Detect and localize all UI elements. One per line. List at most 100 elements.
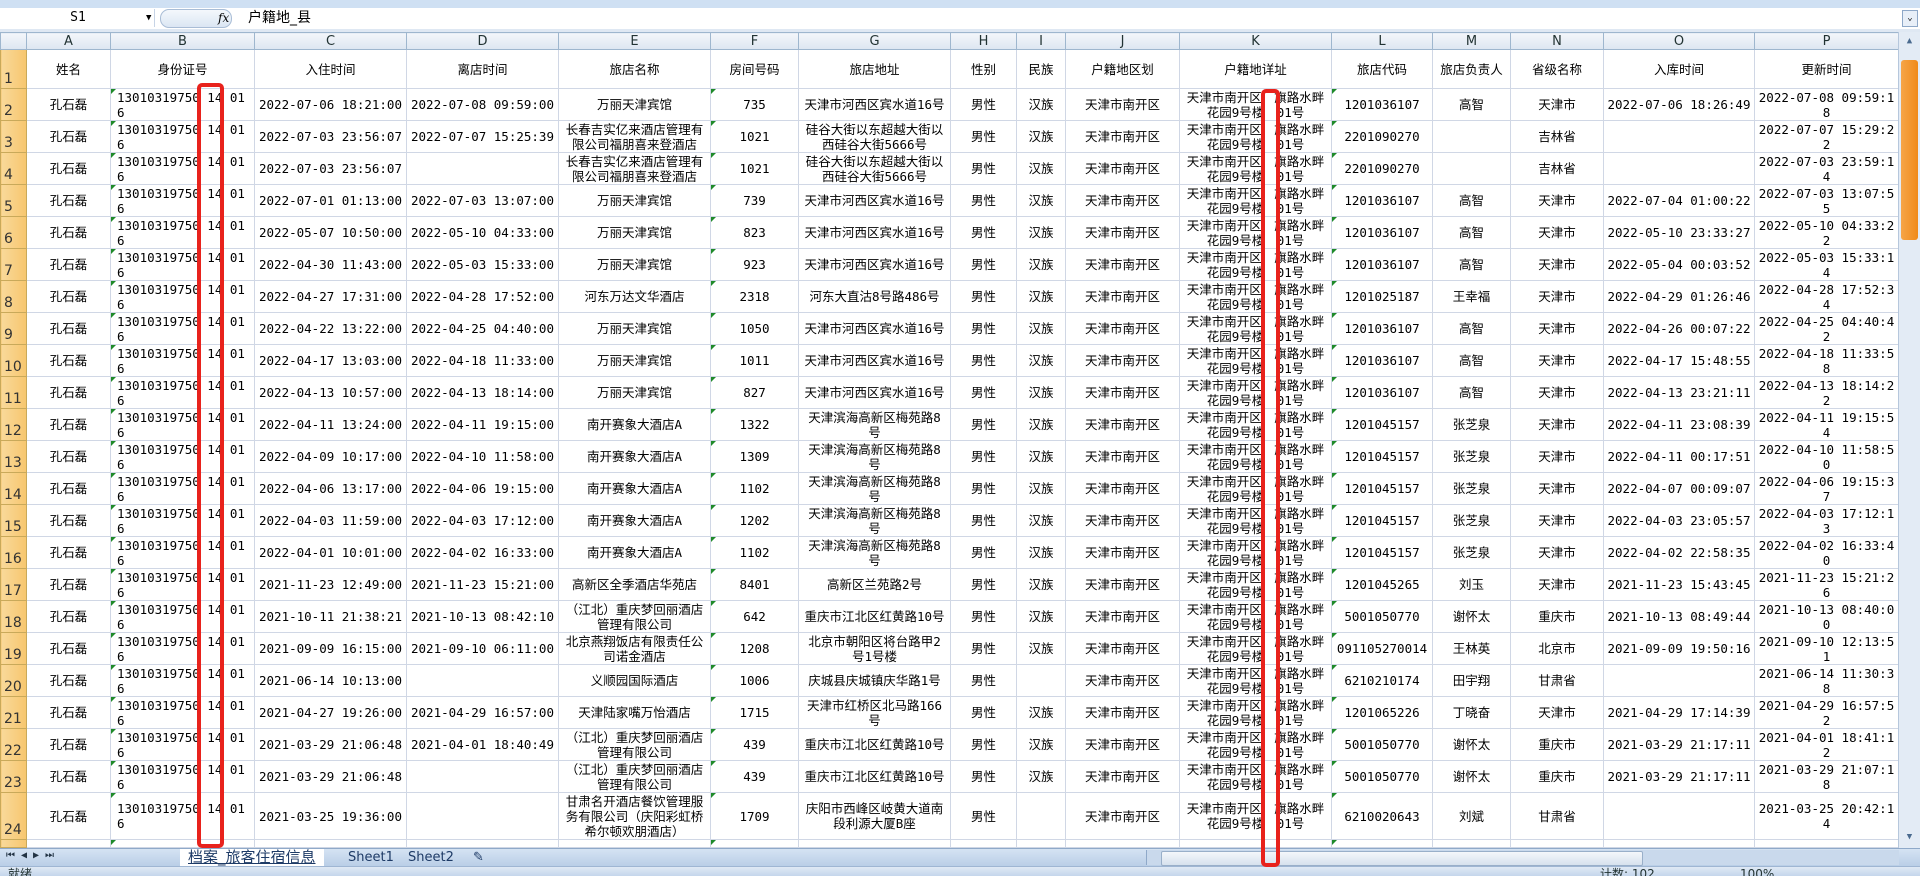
cell-旅店负责人[interactable]: 高智 [1432,216,1511,249]
cell-省级名称[interactable]: 天津市 [1510,536,1604,569]
cell-入住时间[interactable]: 2021-10-11 21:38:21 [254,600,407,633]
cell-入住时间[interactable]: 2022-04-06 13:17:00 [254,472,407,505]
cell-身份证号[interactable]: 13010319750 14 016 [110,472,255,505]
cell-更新时间[interactable]: 2021-04-29 16:57:52 [1754,696,1899,729]
cell-旅店负责人[interactable]: 田宇翔 [1432,664,1511,697]
cell-民族[interactable]: 汉族 [1016,568,1066,601]
cell-姓名[interactable]: 孔石磊 [26,184,111,217]
cell-姓名[interactable]: 孔石磊 [26,344,111,377]
cell-户籍地详址[interactable]: 天津市南开区 旗路水畔花园9号楼 01号 [1179,760,1332,793]
cell-旅店代码[interactable]: 091105270014 [1331,632,1433,665]
cell-房间号码[interactable]: 439 [710,728,799,761]
cell-离店时间[interactable]: 2021-04-01 18:40:49 [406,728,559,761]
cell-户籍地详址[interactable]: 天津市南开区 旗路水畔花园9号楼 01号 [1179,216,1332,249]
cell-身份证号[interactable]: 13010319750 14 016 [110,696,255,729]
cell-身份证号[interactable]: 13010319750 14 016 [110,120,255,153]
cell-房间号码[interactable]: 1011 [710,344,799,377]
cell-离店时间[interactable]: 2022-04-13 18:14:00 [406,376,559,409]
cell-省级名称[interactable]: 北京市 [1510,632,1604,665]
cell-入库时间[interactable]: 2021-10-13 08:49:44 [1603,600,1755,633]
cell-户籍地区划[interactable]: 天津市南开区 [1065,696,1180,729]
cell-旅店地址[interactable]: 重庆市江北区红黄路10号 [798,600,951,633]
cell-入库时间[interactable]: 2021-03-29 21:17:11 [1603,728,1755,761]
expand-formula-bar-icon[interactable]: ⌄ [1902,10,1918,27]
cell-民族[interactable]: 汉族 [1016,472,1066,505]
cell-姓名[interactable]: 孔石磊 [26,568,111,601]
cell-姓名[interactable]: 孔石磊 [26,408,111,441]
row-header[interactable]: 8 [0,280,27,313]
cell-房间号码[interactable]: 2318 [710,280,799,313]
cell-旅店名称[interactable]: 万丽天津宾馆 [558,344,711,377]
cell-旅店负责人[interactable]: 张芝泉 [1432,440,1511,473]
cell-户籍地区划[interactable]: 天津市南开区 [1065,248,1180,281]
cell-户籍地区划[interactable]: 天津市南开区 [1065,792,1180,840]
cell-省级名称[interactable]: 天津市 [1510,216,1604,249]
cell-房间号码[interactable]: 1102 [710,536,799,569]
cell-empty[interactable] [254,839,407,848]
cell-省级名称[interactable]: 天津市 [1510,248,1604,281]
cell-入库时间[interactable]: 2022-05-04 00:03:52 [1603,248,1755,281]
cell-姓名[interactable]: 孔石磊 [26,696,111,729]
cell-旅店代码[interactable]: 1201036107 [1331,184,1433,217]
cell-旅店地址[interactable]: 河东大直沽8号路486号 [798,280,951,313]
header-cell[interactable]: 离店时间 [406,49,559,89]
cell-房间号码[interactable]: 439 [710,760,799,793]
cell-户籍地区划[interactable]: 天津市南开区 [1065,312,1180,345]
cell-房间号码[interactable]: 1202 [710,504,799,537]
cell-旅店代码[interactable]: 1201025187 [1331,280,1433,313]
sheet-tab-archive[interactable]: 档案_旅客住宿信息 [180,849,324,866]
header-cell[interactable]: 省级名称 [1510,49,1604,89]
cell-房间号码[interactable]: 923 [710,248,799,281]
cell-姓名[interactable]: 孔石磊 [26,760,111,793]
cell-民族[interactable]: 汉族 [1016,696,1066,729]
header-cell[interactable]: 户籍地详址 [1179,49,1332,89]
cell-入库时间[interactable] [1603,152,1755,185]
row-header[interactable]: 19 [0,632,27,665]
cell-更新时间[interactable]: 2022-05-10 04:33:22 [1754,216,1899,249]
cell-户籍地区划[interactable]: 天津市南开区 [1065,120,1180,153]
cell-姓名[interactable]: 孔石磊 [26,632,111,665]
cell-房间号码[interactable]: 1021 [710,120,799,153]
column-header-p[interactable]: P [1754,32,1899,50]
cell-户籍地区划[interactable]: 天津市南开区 [1065,88,1180,121]
row-header[interactable]: 24 [0,792,27,840]
cell-身份证号[interactable]: 13010319750 14 016 [110,376,255,409]
header-cell[interactable]: 旅店名称 [558,49,711,89]
cell-户籍地区划[interactable]: 天津市南开区 [1065,760,1180,793]
cell-离店时间[interactable]: 2022-04-11 19:15:00 [406,408,559,441]
cell-入住时间[interactable]: 2022-04-09 10:17:00 [254,440,407,473]
cell-更新时间[interactable]: 2022-05-03 15:33:14 [1754,248,1899,281]
cell-省级名称[interactable]: 天津市 [1510,88,1604,121]
cell-省级名称[interactable]: 吉林省 [1510,152,1604,185]
column-header-g[interactable]: G [798,32,951,50]
cell-旅店地址[interactable]: 天津市河西区宾水道16号 [798,312,951,345]
cell-入住时间[interactable]: 2022-04-03 11:59:00 [254,504,407,537]
scroll-down-icon[interactable]: ▼ [1906,832,1913,842]
cell-离店时间[interactable]: 2022-04-18 11:33:00 [406,344,559,377]
row-header[interactable]: 2 [0,88,27,121]
cell-旅店地址[interactable]: 庆城县庆城镇庆华路1号 [798,664,951,697]
cell-性别[interactable]: 男性 [950,376,1017,409]
sheet-nav-arrows-icon[interactable]: ⏮◀▶⏭ [6,850,61,861]
cell-户籍地详址[interactable]: 天津市南开区 旗路水畔花园9号楼 01号 [1179,440,1332,473]
horizontal-scrollbar[interactable] [1146,850,1899,866]
cell-性别[interactable]: 男性 [950,152,1017,185]
cell-离店时间[interactable]: 2022-07-07 15:25:39 [406,120,559,153]
cell-性别[interactable]: 男性 [950,568,1017,601]
cell-房间号码[interactable]: 642 [710,600,799,633]
cell-离店时间[interactable]: 2022-07-03 13:07:00 [406,184,559,217]
cell-empty[interactable] [798,839,951,848]
cell-旅店负责人[interactable]: 王幸福 [1432,280,1511,313]
cell-性别[interactable]: 男性 [950,120,1017,153]
cell-性别[interactable]: 男性 [950,344,1017,377]
cell-入库时间[interactable]: 2021-09-09 19:50:16 [1603,632,1755,665]
cell-身份证号[interactable]: 13010319750 14 016 [110,792,255,840]
cell-户籍地区划[interactable]: 天津市南开区 [1065,472,1180,505]
cell-旅店地址[interactable]: 重庆市江北区红黄路10号 [798,760,951,793]
cell-姓名[interactable]: 孔石磊 [26,216,111,249]
cell-性别[interactable]: 男性 [950,504,1017,537]
cell-旅店负责人[interactable]: 谢怀太 [1432,728,1511,761]
cell-旅店代码[interactable]: 1201036107 [1331,216,1433,249]
cell-户籍地详址[interactable]: 天津市南开区 旗路水畔花园9号楼 01号 [1179,312,1332,345]
cell-入库时间[interactable]: 2022-04-26 00:07:22 [1603,312,1755,345]
